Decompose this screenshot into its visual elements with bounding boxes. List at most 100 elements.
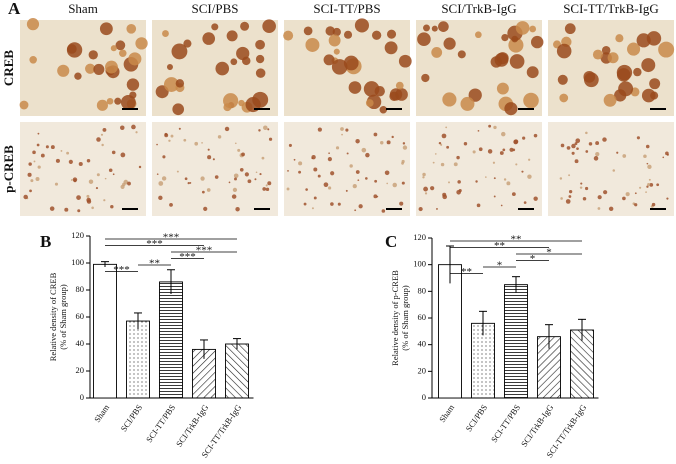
stained-cell <box>559 93 569 103</box>
stained-cell <box>111 150 116 155</box>
stained-cell <box>120 184 125 189</box>
stained-cell <box>651 202 656 207</box>
stained-cell <box>317 174 321 178</box>
stained-cell <box>96 137 101 142</box>
stained-cell <box>70 179 73 181</box>
stained-cell <box>55 158 60 163</box>
stained-cell <box>468 88 482 102</box>
stained-cell <box>365 152 370 158</box>
stained-cell <box>232 187 238 192</box>
stained-cell <box>183 138 187 142</box>
stained-cell <box>457 180 461 184</box>
significance-label: ** <box>511 234 522 246</box>
stained-cell <box>585 186 589 191</box>
stained-cell <box>158 195 163 201</box>
stained-cell <box>650 91 659 100</box>
stained-cell <box>398 54 412 68</box>
stained-cell <box>194 141 199 146</box>
significance-label: *** <box>179 251 196 263</box>
stained-cell <box>303 26 313 36</box>
column-header: SCI-TT/TrkB-IgG <box>563 1 659 16</box>
stained-cell <box>603 190 608 195</box>
stained-cell <box>298 161 303 166</box>
stained-cell <box>436 207 438 210</box>
stained-cell <box>267 181 272 186</box>
stained-cell <box>526 66 539 79</box>
stained-cell <box>54 182 59 186</box>
stained-cell <box>86 194 90 198</box>
stained-cell <box>418 207 423 212</box>
stained-cell <box>254 178 257 181</box>
stained-cell <box>234 142 237 145</box>
stained-cell <box>431 25 438 32</box>
stained-cell <box>478 147 483 152</box>
stained-cell <box>376 195 379 198</box>
y-tick-label: 40 <box>418 339 427 349</box>
stained-cell <box>647 182 651 186</box>
stained-cell <box>381 209 386 213</box>
stained-cell <box>443 37 456 50</box>
stained-cell <box>99 22 113 36</box>
stained-cell <box>293 158 296 161</box>
stained-cell <box>201 142 203 144</box>
stained-cell <box>417 32 431 46</box>
stained-cell <box>597 207 601 210</box>
stained-cell <box>597 195 602 200</box>
stained-cell <box>214 175 219 179</box>
stained-cell <box>656 183 660 187</box>
stained-cell <box>49 206 55 211</box>
stained-cell <box>156 143 158 146</box>
stained-cell <box>607 52 619 64</box>
stained-cell <box>556 43 572 59</box>
x-tick-label: SCI/TrkB-IgG <box>519 403 555 449</box>
stained-cell <box>395 81 404 90</box>
bar <box>225 343 249 399</box>
stained-cell <box>135 131 138 134</box>
stained-cell <box>66 151 70 155</box>
bar <box>504 284 528 399</box>
stained-cell <box>557 74 568 85</box>
stained-cell <box>456 189 461 195</box>
stained-cell <box>365 99 374 107</box>
stained-cell <box>138 165 142 169</box>
stained-cell <box>583 72 599 88</box>
stained-cell <box>399 201 404 206</box>
stained-cell <box>440 162 445 167</box>
significance-label: ** <box>461 266 472 278</box>
stained-cell <box>171 43 188 60</box>
stained-cell <box>106 97 114 105</box>
y-tick-label: 80 <box>76 284 85 294</box>
stained-cell <box>662 156 665 159</box>
stained-cell <box>445 126 448 129</box>
x-tick-label: SCI/PBS <box>463 402 489 433</box>
stained-cell <box>337 202 341 206</box>
stained-cell <box>523 201 527 204</box>
stained-cell <box>35 177 40 182</box>
stained-cell <box>305 188 308 191</box>
stained-cell <box>120 94 136 110</box>
stained-cell <box>76 195 81 200</box>
stained-cell <box>162 30 169 37</box>
stained-cell <box>422 172 426 177</box>
stained-cell <box>85 63 96 74</box>
stained-cell <box>402 145 408 150</box>
stained-cell <box>255 39 265 50</box>
stained-cell <box>487 149 493 154</box>
stained-cell <box>258 129 261 132</box>
micrograph <box>416 122 542 216</box>
stained-cell <box>588 142 593 146</box>
stained-cell <box>602 137 607 142</box>
stained-cell <box>601 46 611 55</box>
stained-cell <box>580 182 583 185</box>
stained-cell <box>423 186 429 192</box>
stained-cell <box>30 179 34 183</box>
stained-cell <box>265 187 270 192</box>
stained-cell <box>645 191 647 194</box>
significance-label: *** <box>163 232 180 244</box>
stained-cell <box>438 21 449 32</box>
stained-cell <box>649 78 661 90</box>
stained-cell <box>568 190 573 194</box>
stained-cell <box>508 37 524 53</box>
stained-cell <box>226 30 238 42</box>
stained-cell <box>493 195 496 198</box>
